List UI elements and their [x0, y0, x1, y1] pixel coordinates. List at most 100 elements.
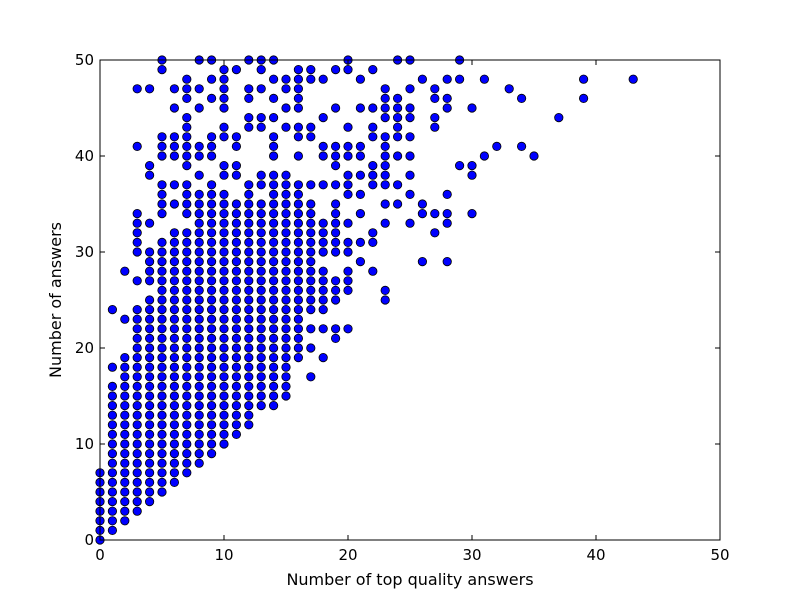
data-point [107, 381, 118, 391]
data-point [169, 362, 179, 372]
data-point [132, 362, 142, 372]
data-point [207, 189, 217, 199]
data-point [207, 247, 217, 257]
data-point [132, 247, 142, 257]
data-point [120, 420, 130, 430]
data-point [219, 420, 229, 430]
data-point [343, 65, 353, 75]
data-point [244, 352, 254, 363]
data-point [194, 247, 204, 257]
data-point [293, 333, 303, 343]
data-point [169, 458, 179, 468]
data-point [330, 237, 341, 247]
data-point [145, 256, 155, 267]
data-point [182, 391, 192, 401]
data-point [293, 189, 303, 199]
data-point [132, 276, 142, 286]
data-point [442, 93, 452, 104]
data-point [169, 468, 179, 478]
data-point [182, 276, 192, 286]
data-point [169, 84, 179, 94]
data-point [145, 324, 155, 334]
data-point [380, 199, 390, 209]
data-point [219, 247, 229, 257]
data-point [380, 141, 390, 151]
data-point [120, 468, 130, 478]
data-point [207, 304, 217, 315]
data-point [442, 189, 452, 199]
data-point [244, 228, 254, 238]
data-point [107, 400, 118, 411]
data-point [231, 295, 241, 305]
data-point [281, 285, 291, 295]
data-point [467, 170, 477, 180]
data-point [157, 468, 167, 478]
data-point [330, 161, 341, 171]
data-point [343, 285, 353, 295]
data-point [293, 285, 303, 295]
data-point [169, 228, 179, 238]
data-point [194, 141, 204, 151]
data-point [182, 113, 192, 123]
data-point [207, 228, 217, 238]
data-point [231, 218, 241, 228]
data-point [306, 256, 316, 267]
data-point [318, 151, 328, 161]
data-point [368, 161, 378, 171]
data-point [281, 209, 291, 219]
data-point [182, 362, 192, 372]
data-point [219, 228, 229, 238]
data-point [145, 304, 155, 315]
data-point [405, 103, 415, 113]
data-point [268, 199, 279, 209]
data-point [194, 381, 204, 391]
y-tick-label: 10 [75, 435, 94, 453]
data-point [430, 122, 440, 132]
data-point [219, 285, 229, 295]
plot-frame [99, 59, 721, 541]
data-point [293, 247, 303, 257]
data-point [330, 199, 341, 209]
data-point [343, 151, 353, 161]
data-point [169, 333, 179, 343]
data-point [268, 151, 279, 161]
data-point [231, 314, 241, 324]
data-point [318, 304, 328, 315]
data-point [157, 381, 167, 391]
data-point [368, 103, 378, 113]
data-point [182, 189, 192, 199]
data-point [194, 343, 204, 353]
data-point [268, 372, 279, 382]
data-point [157, 295, 167, 305]
data-point [107, 477, 118, 487]
data-point [157, 151, 167, 161]
data-point [293, 304, 303, 315]
data-point [293, 218, 303, 228]
data-point [169, 304, 179, 315]
data-point [256, 285, 266, 295]
data-point [169, 199, 179, 209]
data-point [244, 266, 254, 276]
data-point [256, 209, 266, 219]
data-point [120, 391, 130, 401]
data-point [330, 180, 341, 190]
data-point [256, 400, 266, 411]
data-point [219, 429, 229, 439]
data-point [318, 285, 328, 295]
data-point [268, 189, 279, 199]
data-point [157, 477, 167, 487]
data-point [157, 343, 167, 353]
data-point [219, 304, 229, 315]
data-point [132, 448, 142, 459]
data-point [231, 247, 241, 257]
data-point [343, 247, 353, 257]
data-point [380, 84, 390, 94]
data-point [120, 381, 130, 391]
data-point [231, 132, 241, 142]
data-point [293, 84, 303, 94]
data-point [219, 199, 229, 209]
data-point [107, 506, 118, 516]
data-point [194, 237, 204, 247]
data-point [207, 266, 217, 276]
data-point [157, 256, 167, 267]
